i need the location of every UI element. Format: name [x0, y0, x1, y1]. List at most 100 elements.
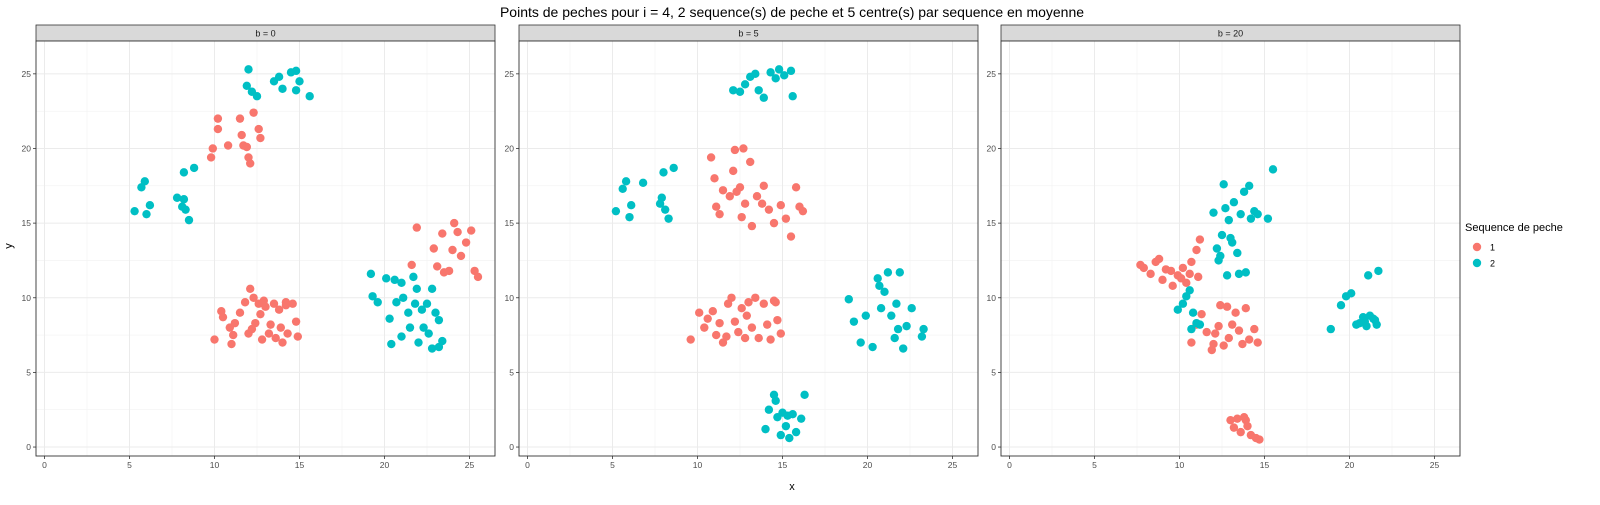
- data-point-series-2: [130, 206, 139, 216]
- data-point-series-1: [1187, 257, 1196, 267]
- data-point-series-1: [718, 186, 728, 195]
- data-point-series-1: [734, 327, 743, 337]
- data-point-series-2: [764, 405, 774, 414]
- data-point-series-2: [890, 333, 899, 343]
- data-point-series-2: [611, 206, 621, 216]
- x-tick-label: 15: [1260, 460, 1270, 470]
- data-point-series-1: [781, 214, 791, 223]
- data-point-series-2: [893, 324, 903, 334]
- data-point-series-2: [295, 77, 304, 86]
- data-point-series-2: [1370, 315, 1380, 325]
- data-point-series-1: [288, 299, 297, 308]
- y-tick-label: 5: [26, 367, 31, 377]
- y-tick-label: 0: [509, 442, 514, 452]
- data-point-series-2: [305, 92, 314, 101]
- data-point-series-1: [695, 308, 704, 317]
- data-point-series-2: [740, 80, 750, 89]
- data-point-series-1: [1194, 272, 1203, 282]
- data-point-series-2: [1234, 269, 1244, 279]
- data-point-series-1: [444, 266, 454, 276]
- data-point-series-1: [1245, 335, 1254, 344]
- data-point-series-2: [431, 308, 440, 317]
- data-point-series-2: [291, 86, 301, 95]
- y-tick-label: 20: [987, 143, 997, 153]
- data-point-series-1: [210, 335, 219, 344]
- x-tick-label: 25: [465, 460, 475, 470]
- x-tick-label: 5: [1092, 460, 1097, 470]
- data-point-series-1: [1211, 329, 1220, 338]
- data-point-series-2: [883, 268, 893, 277]
- data-point-series-1: [448, 245, 457, 255]
- data-point-series-2: [397, 278, 406, 288]
- data-point-series-1: [786, 232, 796, 241]
- data-point-series-1: [722, 332, 731, 341]
- data-point-series-1: [776, 201, 785, 210]
- data-point-series-1: [1214, 321, 1223, 331]
- data-point-series-1: [266, 320, 275, 329]
- data-point-series-2: [892, 299, 901, 308]
- data-point-series-1: [1219, 341, 1228, 350]
- panel-strip-label: b = 5: [738, 29, 758, 39]
- data-point-series-1: [450, 218, 459, 228]
- data-point-series-1: [461, 238, 471, 247]
- data-point-series-1: [254, 124, 263, 134]
- data-point-series-2: [179, 195, 189, 204]
- data-point-series-2: [735, 87, 745, 96]
- data-point-series-1: [1226, 415, 1235, 425]
- data-point-series-2: [1229, 198, 1239, 207]
- data-point-series-1: [259, 296, 268, 305]
- data-point-series-1: [725, 192, 734, 201]
- data-point-series-2: [907, 304, 916, 313]
- data-point-series-2: [774, 65, 784, 74]
- data-point-series-1: [456, 251, 466, 261]
- legend-label-2: 2: [1490, 259, 1495, 269]
- data-point-series-1: [729, 166, 738, 176]
- data-point-series-2: [252, 92, 262, 101]
- chart-title: Points de peches pour i = 4, 2 sequence(…: [500, 4, 1084, 20]
- x-tick-label: 10: [210, 460, 220, 470]
- data-point-series-2: [242, 81, 251, 90]
- data-point-series-2: [1263, 214, 1273, 223]
- y-tick-label: 25: [22, 69, 32, 79]
- data-point-series-1: [686, 335, 695, 344]
- x-tick-label: 25: [948, 460, 958, 470]
- data-point-series-1: [757, 199, 767, 208]
- panel-border: [1000, 40, 1461, 457]
- data-point-series-1: [1222, 302, 1232, 311]
- data-point-series-2: [1268, 165, 1278, 174]
- data-point-series-2: [1336, 301, 1346, 310]
- data-point-series-2: [1374, 266, 1383, 276]
- panel-strip-label: b = 0: [255, 29, 275, 39]
- data-point-series-2: [856, 338, 865, 347]
- data-point-series-2: [1358, 312, 1368, 322]
- y-tick-label: 5: [509, 367, 514, 377]
- data-point-series-1: [712, 330, 721, 340]
- data-point-series-1: [776, 329, 785, 338]
- data-point-series-1: [242, 142, 251, 152]
- data-point-series-1: [1178, 263, 1188, 273]
- data-point-series-1: [730, 145, 740, 155]
- data-point-series-1: [278, 338, 287, 347]
- data-point-series-1: [1187, 338, 1196, 347]
- data-point-series-1: [256, 309, 265, 319]
- data-point-series-1: [752, 192, 762, 201]
- x-tick-label: 20: [1345, 460, 1355, 470]
- data-point-series-2: [172, 193, 182, 202]
- data-point-series-2: [405, 323, 415, 332]
- panel-background: [1001, 41, 1460, 456]
- panel-border: [35, 40, 496, 457]
- x-tick-label: 15: [295, 460, 305, 470]
- data-point-series-1: [700, 323, 709, 332]
- data-point-series-1: [706, 153, 716, 162]
- data-point-series-1: [251, 318, 260, 328]
- data-point-series-2: [142, 209, 151, 219]
- data-point-series-2: [368, 292, 377, 301]
- data-point-series-2: [1347, 289, 1356, 298]
- data-point-series-1: [1197, 309, 1206, 319]
- x-tick-label: 25: [1430, 460, 1440, 470]
- x-tick-label: 0: [1007, 460, 1012, 470]
- panels-group: b = 0 0 5 10 15 20 25 0 5 10 15 20 25 b = 5 0 5 10 15 20 25…: [22, 24, 1461, 470]
- data-point-series-1: [1241, 415, 1251, 425]
- data-point-series-1: [249, 293, 258, 302]
- panel-strip-label: b = 20: [1218, 29, 1243, 39]
